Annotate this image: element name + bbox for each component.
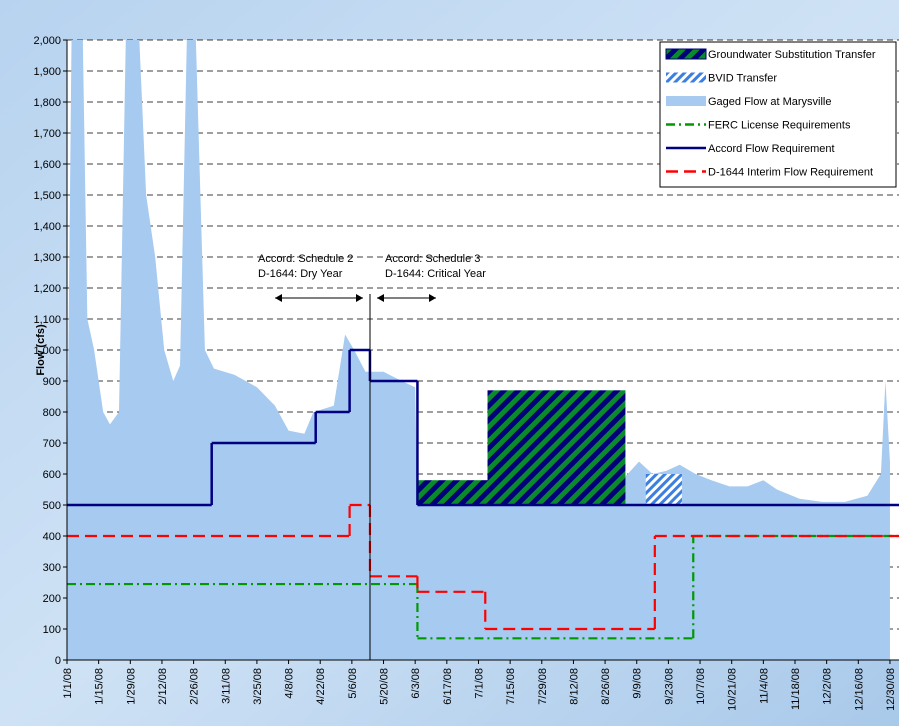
x-tick-label: 2/26/08 — [189, 668, 201, 705]
legend-swatch — [665, 48, 707, 60]
y-axis-label: Flow (cfs) — [35, 324, 47, 376]
arrow-head — [377, 294, 436, 302]
y-tick-label: 2,000 — [33, 35, 61, 47]
x-tick-label: 6/3/08 — [410, 668, 422, 699]
annotation: Accord: Schedule 3 — [385, 253, 480, 265]
y-tick-label: 1,800 — [33, 97, 61, 109]
y-tick-label: 400 — [43, 531, 61, 543]
x-tick-label: 8/26/08 — [600, 668, 612, 705]
legend-label: FERC License Requirements — [708, 120, 851, 132]
x-tick-label: 8/12/08 — [568, 668, 580, 705]
x-tick-label: 2/12/08 — [157, 668, 169, 705]
y-tick-label: 900 — [43, 376, 61, 388]
x-tick-label: 1/1/08 — [62, 668, 74, 699]
y-tick-label: 600 — [43, 469, 61, 481]
annotation: D-1644: Dry Year — [258, 268, 343, 280]
y-tick-label: 800 — [43, 407, 61, 419]
x-tick-label: 7/1/08 — [473, 668, 485, 699]
y-tick-label: 0 — [55, 655, 61, 667]
legend-label: Groundwater Substitution Transfer — [708, 49, 876, 61]
y-tick-label: 1,100 — [33, 314, 61, 326]
x-tick-label: 11/18/08 — [790, 668, 802, 710]
x-tick-label: 1/29/08 — [125, 668, 137, 705]
x-tick-label: 1/15/08 — [94, 668, 106, 705]
y-tick-label: 300 — [43, 562, 61, 574]
plot — [63, 39, 899, 664]
y-tick-label: 1,200 — [33, 283, 61, 295]
legend-swatch — [666, 72, 706, 83]
x-tick-label: 7/15/08 — [505, 668, 517, 705]
x-tick-label: 7/29/08 — [537, 668, 549, 705]
y-tick-label: 100 — [43, 624, 61, 636]
x-tick-label: 3/11/08 — [220, 668, 232, 704]
transfer-band — [487, 390, 626, 505]
x-tick-label: 5/6/08 — [347, 668, 359, 699]
transfer-band — [417, 480, 488, 505]
y-tick-label: 700 — [43, 438, 61, 450]
y-tick-label: 1,600 — [33, 159, 61, 171]
x-tick-label: 5/20/08 — [379, 668, 391, 705]
annotation: Accord: Schedule 2 — [258, 253, 353, 265]
y-tick-label: 1,300 — [33, 252, 61, 264]
x-tick-label: 12/2/08 — [822, 668, 834, 705]
x-tick-label: 10/7/08 — [695, 668, 707, 705]
x-tick-label: 9/23/08 — [663, 668, 675, 705]
annotations: Accord: Schedule 2 D-1644: Dry Year Acco… — [258, 253, 486, 660]
legend-label: D-1644 Interim Flow Requirement — [708, 167, 873, 179]
legend: Groundwater Substitution Transfer BVID Tr… — [659, 41, 897, 188]
legend-box — [659, 41, 897, 188]
x-tick-label: 4/22/08 — [315, 668, 327, 705]
legend-label: Accord Flow Requirement — [708, 143, 835, 155]
y-tick-label: 1,500 — [33, 190, 61, 202]
legend-label: BVID Transfer — [708, 73, 777, 85]
x-tick-label: 12/16/08 — [853, 668, 865, 711]
y-tick-label: 200 — [43, 593, 61, 605]
transfer-band — [645, 474, 682, 505]
x-tick-label: 11/4/08 — [758, 668, 770, 704]
y-tick-label: 1,700 — [33, 128, 61, 140]
x-tick-label: 6/17/08 — [442, 668, 454, 705]
x-tick-label: 10/21/08 — [727, 668, 739, 711]
x-tick-label: 12/30/08 — [885, 668, 897, 711]
x-tick-label: 3/25/08 — [252, 668, 264, 705]
y-tick-label: 1,400 — [33, 221, 61, 233]
x-tick-label: 4/8/08 — [284, 668, 296, 699]
y-tick-label: 1,000 — [33, 345, 61, 357]
x-tick-label: 9/9/08 — [632, 668, 644, 699]
legend-swatch — [666, 96, 706, 106]
legend-label: Gaged Flow at Marysville — [708, 96, 832, 108]
annotation: D-1644: Critical Year — [385, 268, 486, 280]
y-tick-label: 500 — [43, 500, 61, 512]
y-tick-label: 1,900 — [33, 66, 61, 78]
